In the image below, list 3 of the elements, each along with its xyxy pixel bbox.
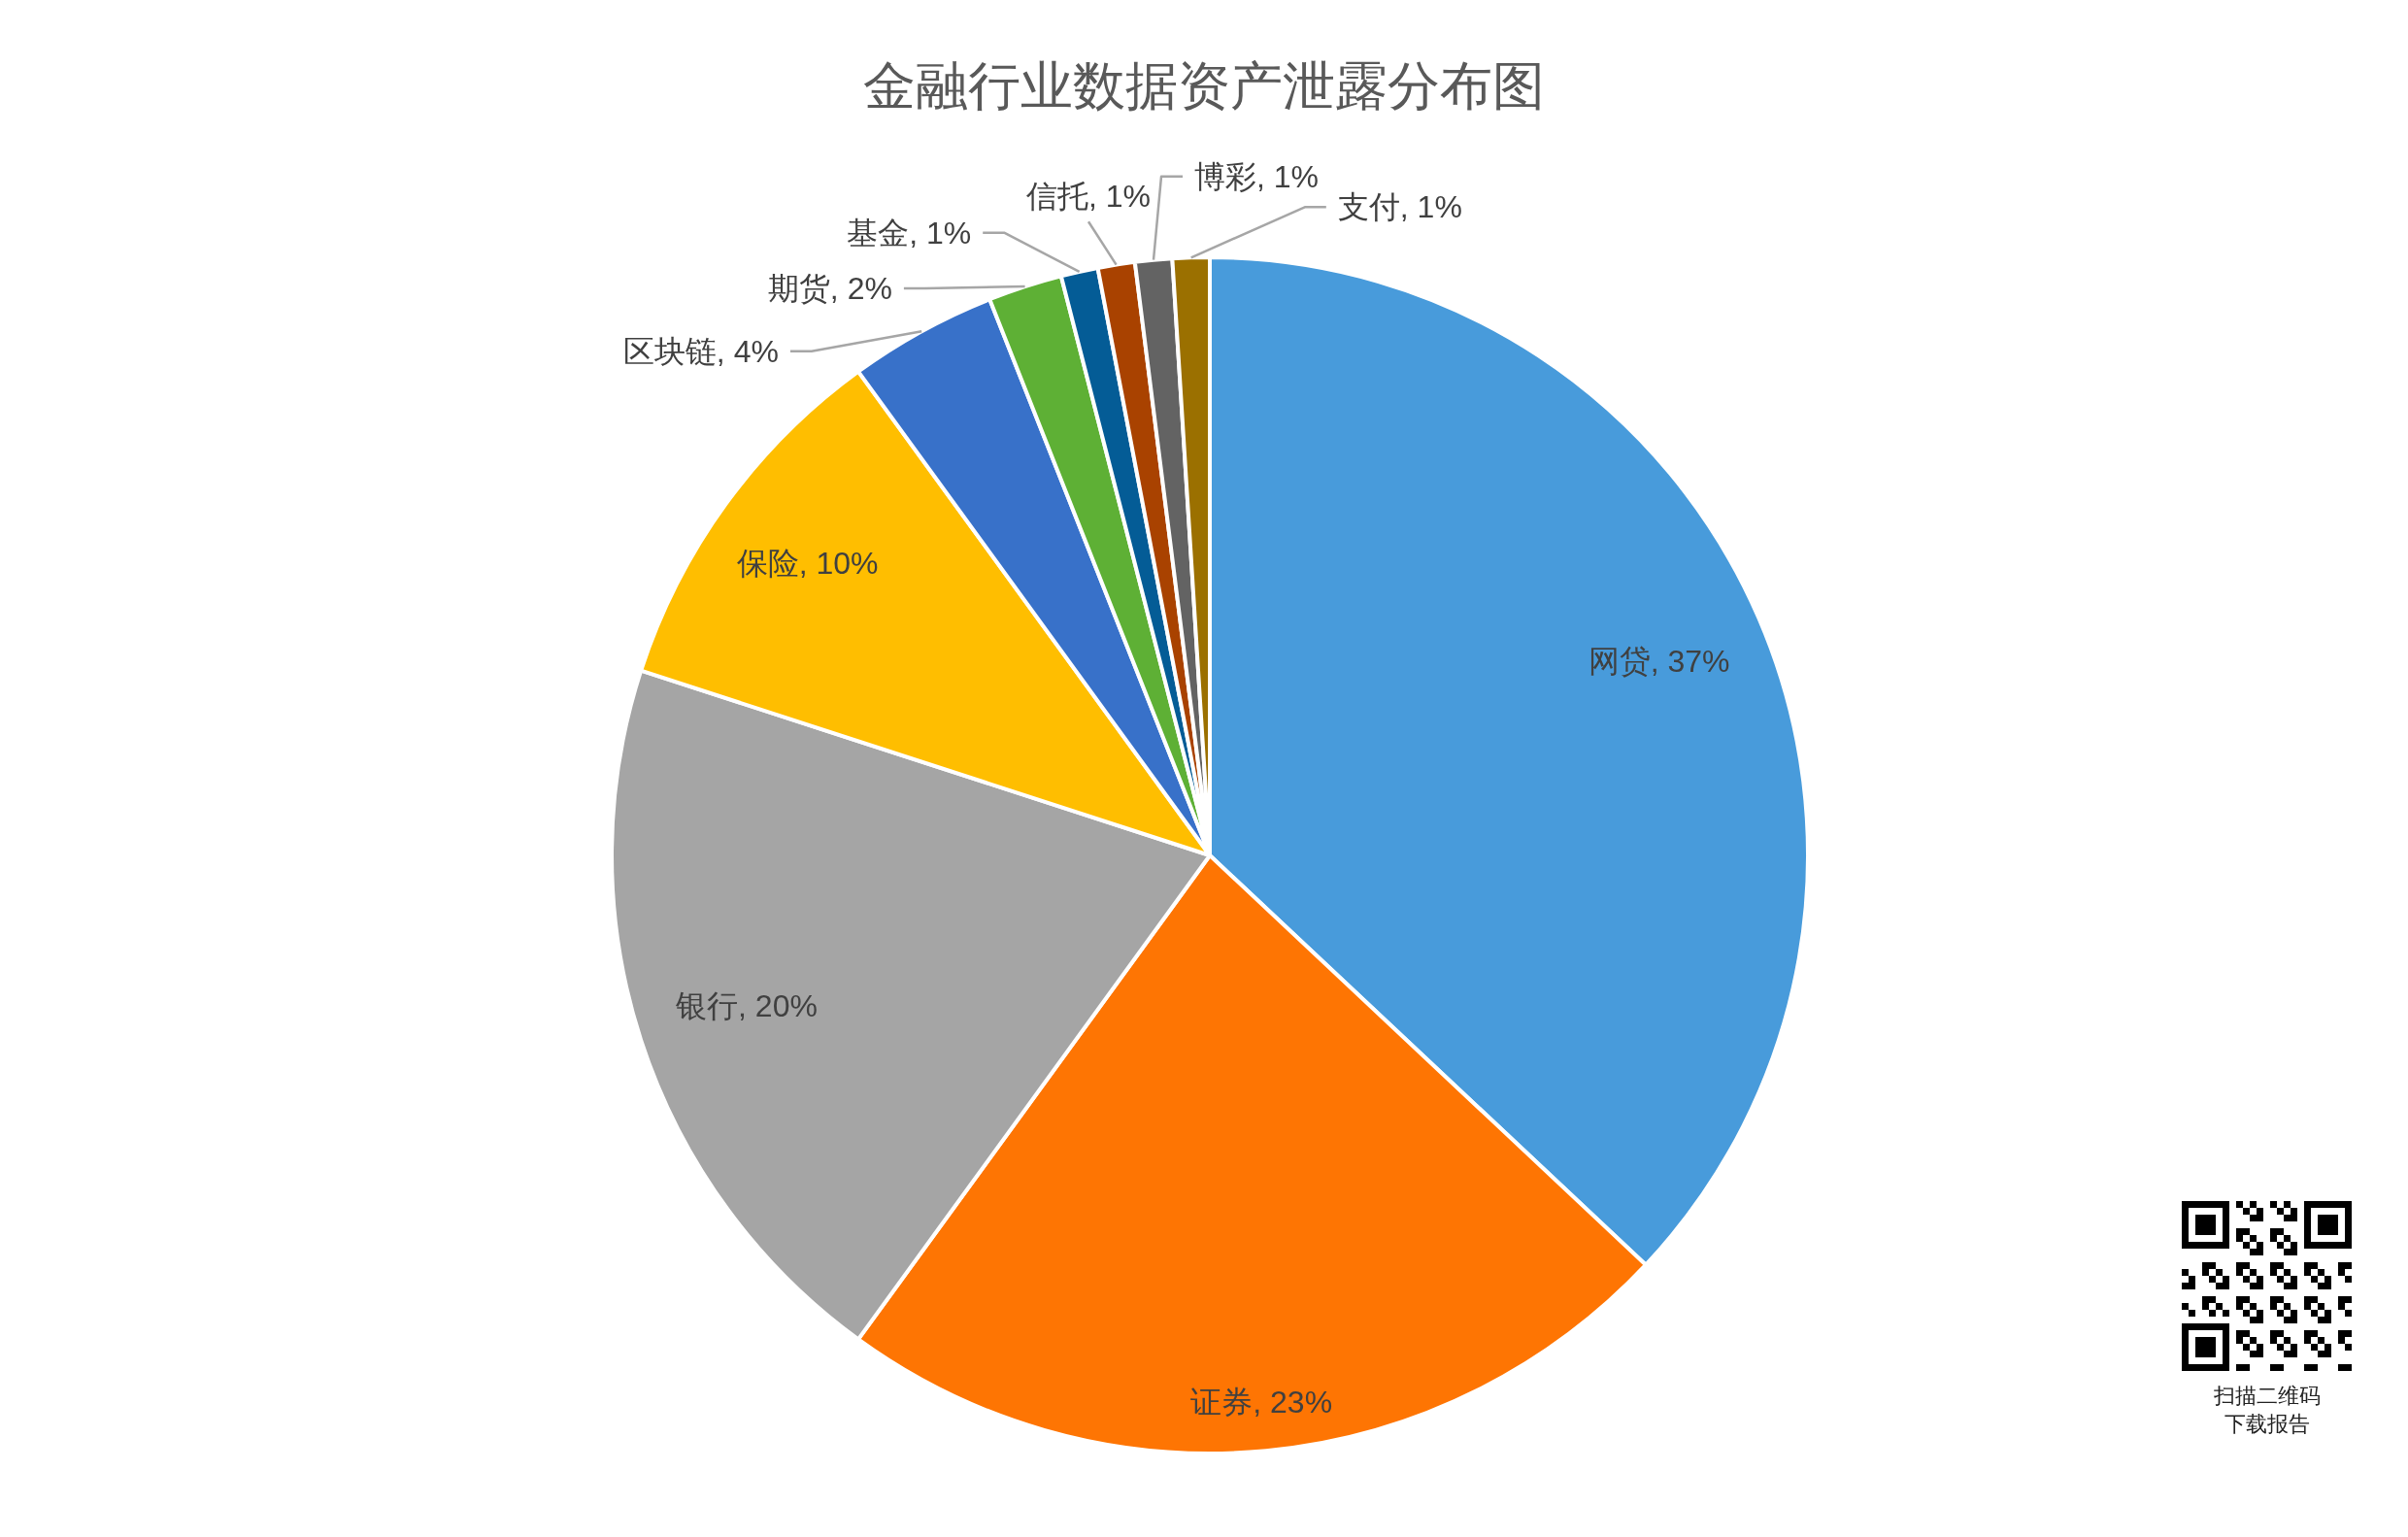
title: 金融行业数据资产泄露分布图 [863, 56, 1545, 115]
annotation: 下载报告 [2224, 1411, 2310, 1436]
annotation: 扫描二维码 [2213, 1383, 2321, 1408]
